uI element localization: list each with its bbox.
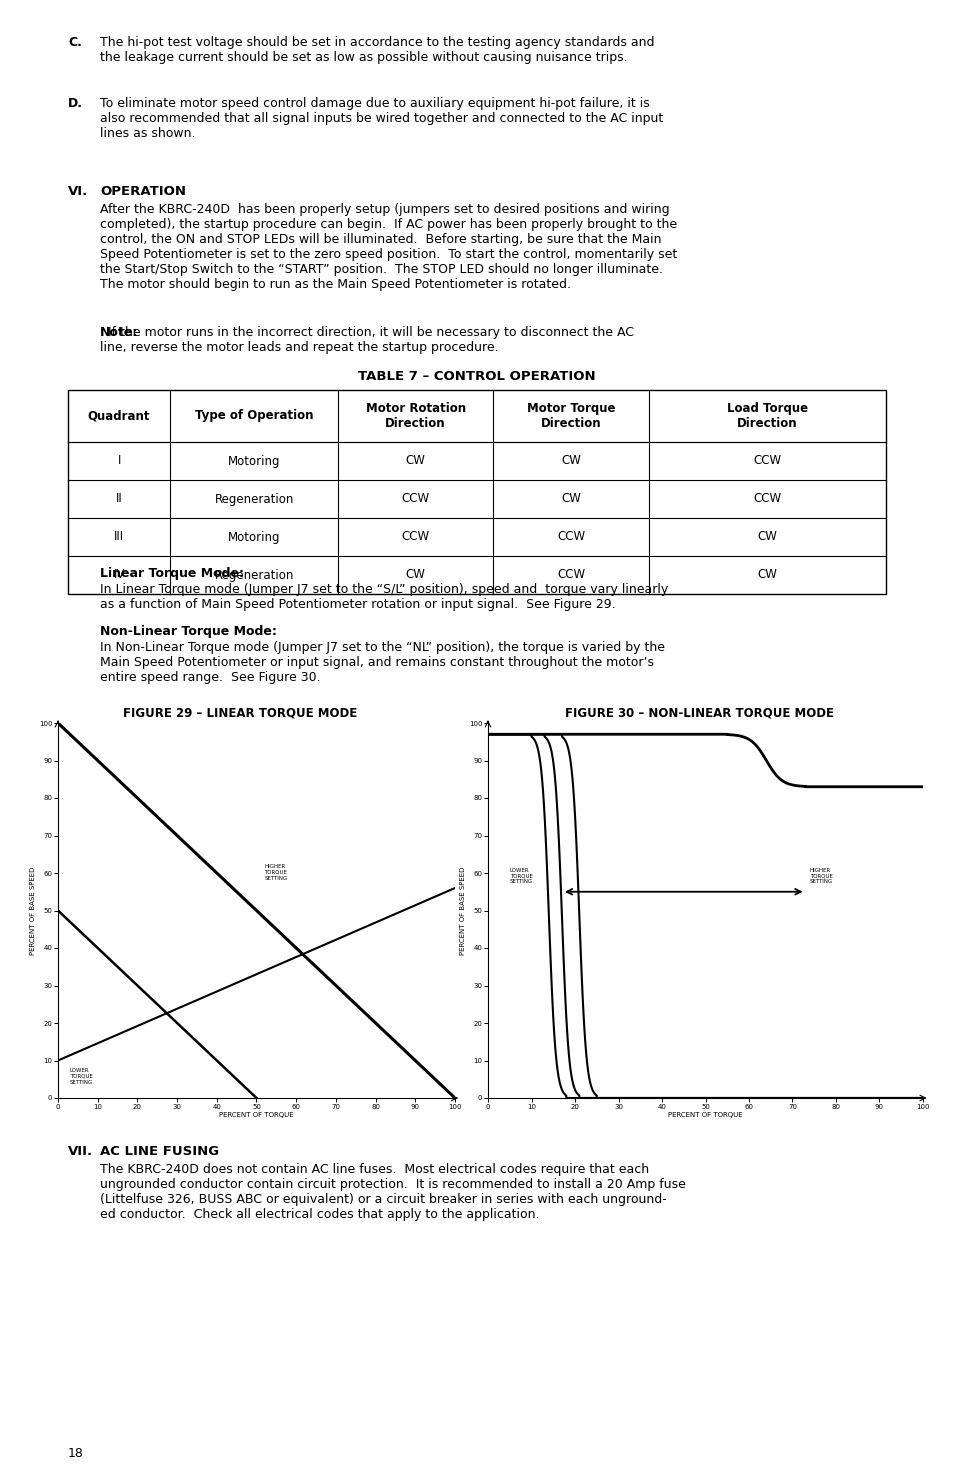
Text: Motor Rotation
Direction: Motor Rotation Direction: [365, 403, 465, 431]
Text: CCW: CCW: [401, 531, 429, 543]
Text: Regeneration: Regeneration: [214, 493, 294, 506]
Text: Motoring: Motoring: [228, 531, 280, 543]
Text: If the motor runs in the incorrect direction, it will be necessary to disconnect: If the motor runs in the incorrect direc…: [100, 326, 634, 354]
Text: CW: CW: [405, 454, 425, 468]
Text: CW: CW: [757, 531, 777, 543]
Text: In Linear Torque mode (Jumper J7 set to the “S/L” position), speed and  torque v: In Linear Torque mode (Jumper J7 set to …: [100, 583, 667, 611]
Text: CW: CW: [405, 568, 425, 581]
Text: CCW: CCW: [753, 493, 781, 506]
Text: Note:: Note:: [100, 326, 138, 339]
Text: Quadrant: Quadrant: [88, 410, 151, 422]
Text: D.: D.: [68, 97, 83, 111]
Text: Type of Operation: Type of Operation: [194, 410, 313, 422]
Text: C.: C.: [68, 35, 82, 49]
Text: In Non-Linear Torque mode (Jumper J7 set to the “NL” position), the torque is va: In Non-Linear Torque mode (Jumper J7 set…: [100, 642, 664, 684]
Text: Motoring: Motoring: [228, 454, 280, 468]
Text: HIGHER
TORQUE
SETTING: HIGHER TORQUE SETTING: [264, 864, 288, 881]
Text: CCW: CCW: [401, 493, 429, 506]
Text: LOWER
TORQUE
SETTING: LOWER TORQUE SETTING: [509, 867, 533, 884]
Text: CCW: CCW: [753, 454, 781, 468]
Text: CCW: CCW: [557, 531, 584, 543]
Y-axis label: PERCENT OF BASE SPEED: PERCENT OF BASE SPEED: [30, 866, 36, 954]
Text: VII.: VII.: [68, 1145, 93, 1158]
Text: The KBRC-240D does not contain AC line fuses.  Most electrical codes require tha: The KBRC-240D does not contain AC line f…: [100, 1162, 685, 1221]
Text: Linear Torque Mode:: Linear Torque Mode:: [100, 566, 244, 580]
Text: FIGURE 29 – LINEAR TORQUE MODE: FIGURE 29 – LINEAR TORQUE MODE: [123, 707, 356, 718]
Text: CW: CW: [560, 493, 580, 506]
Text: AC LINE FUSING: AC LINE FUSING: [100, 1145, 219, 1158]
Text: III: III: [114, 531, 124, 543]
Text: Motor Torque
Direction: Motor Torque Direction: [526, 403, 615, 431]
Text: To eliminate motor speed control damage due to auxiliary equipment hi-pot failur: To eliminate motor speed control damage …: [100, 97, 662, 140]
Text: TABLE 7 – CONTROL OPERATION: TABLE 7 – CONTROL OPERATION: [357, 370, 596, 384]
Bar: [68, 389, 885, 594]
Y-axis label: PERCENT OF BASE SPEED: PERCENT OF BASE SPEED: [459, 866, 466, 954]
Text: Load Torque
Direction: Load Torque Direction: [726, 403, 807, 431]
Text: HIGHER
TORQUE
SETTING: HIGHER TORQUE SETTING: [809, 867, 832, 884]
Text: CW: CW: [560, 454, 580, 468]
Text: I: I: [117, 454, 121, 468]
Text: OPERATION: OPERATION: [100, 184, 186, 198]
Text: Non-Linear Torque Mode:: Non-Linear Torque Mode:: [100, 625, 276, 639]
X-axis label: PERCENT OF TORQUE: PERCENT OF TORQUE: [219, 1112, 294, 1118]
Text: VI.: VI.: [68, 184, 89, 198]
Text: After the KBRC-240D  has been properly setup (jumpers set to desired positions a: After the KBRC-240D has been properly se…: [100, 204, 677, 291]
Text: LOWER
TORQUE
SETTING: LOWER TORQUE SETTING: [70, 1068, 93, 1084]
Text: The hi-pot test voltage should be set in accordance to the testing agency standa: The hi-pot test voltage should be set in…: [100, 35, 654, 63]
X-axis label: PERCENT OF TORQUE: PERCENT OF TORQUE: [667, 1112, 742, 1118]
Text: FIGURE 30 – NON-LINEAR TORQUE MODE: FIGURE 30 – NON-LINEAR TORQUE MODE: [565, 707, 834, 718]
Text: II: II: [115, 493, 122, 506]
Text: Regeneration: Regeneration: [214, 568, 294, 581]
Text: IV: IV: [113, 568, 125, 581]
Text: CW: CW: [757, 568, 777, 581]
Text: 18: 18: [68, 1447, 84, 1460]
Text: CCW: CCW: [557, 568, 584, 581]
